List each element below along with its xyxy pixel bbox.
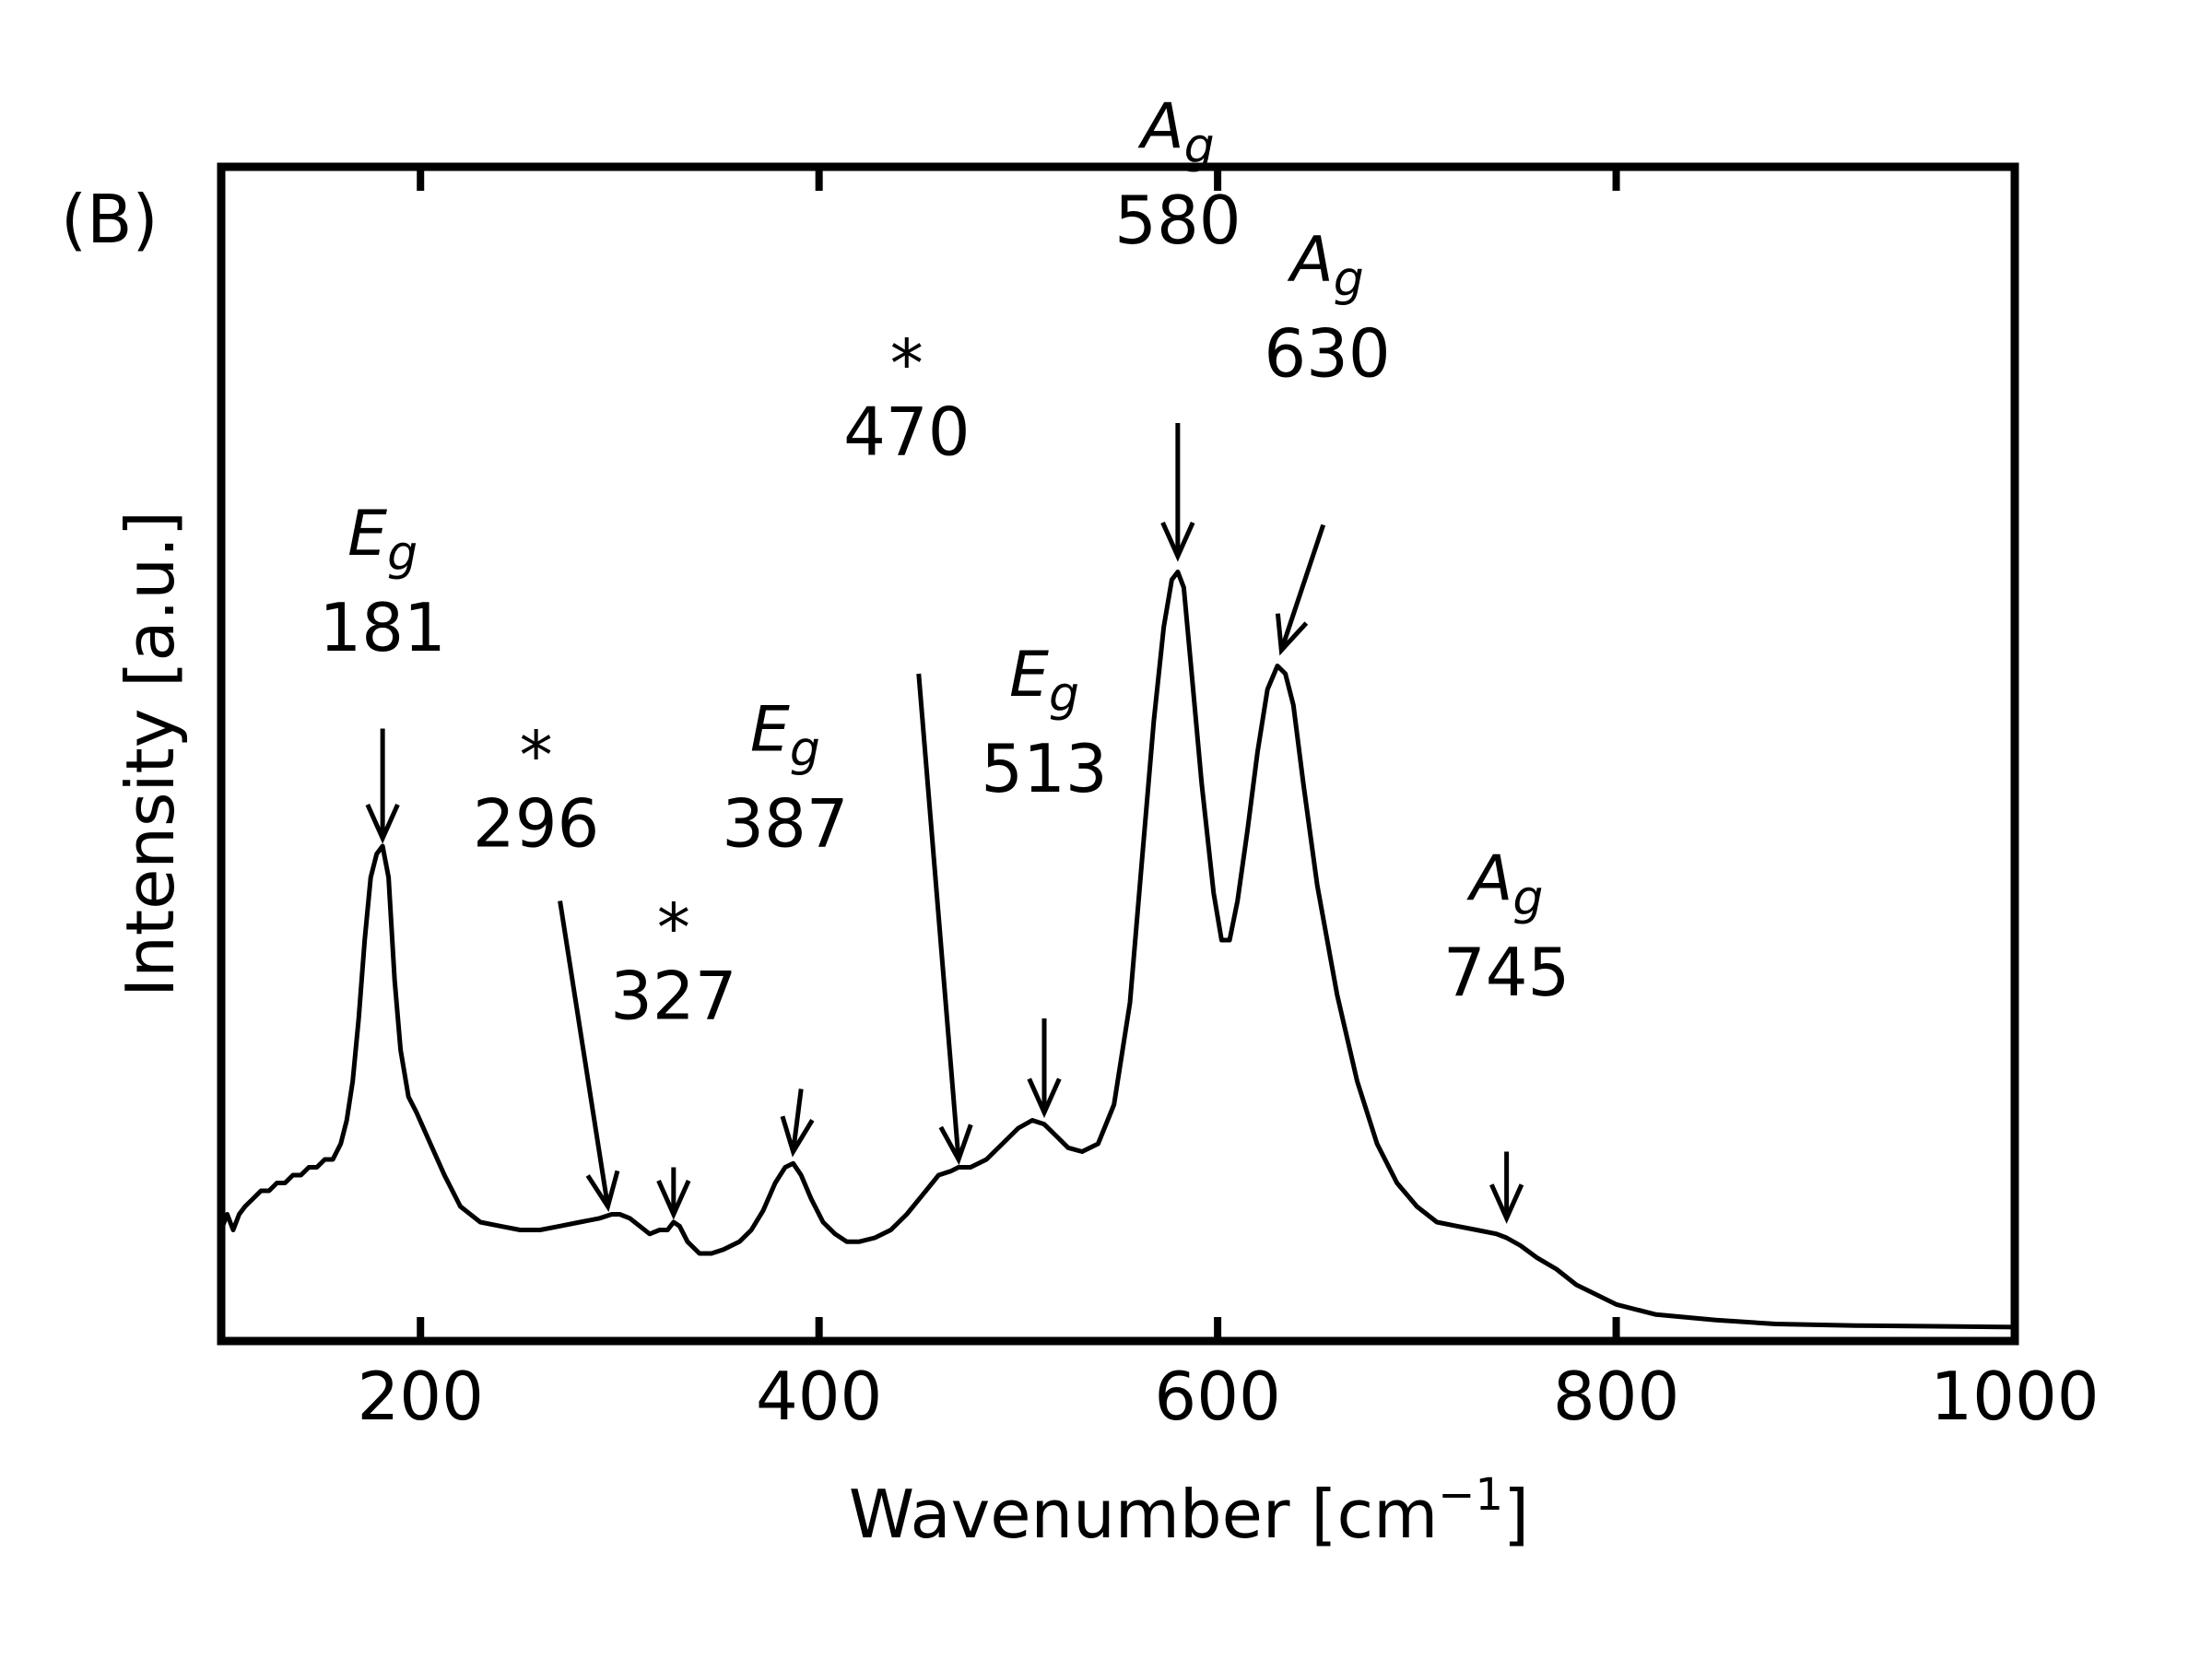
arrow-head (1275, 613, 1309, 656)
artifact-star: * (890, 325, 924, 403)
x-axis-title-superscript: −1 (1438, 1469, 1503, 1521)
x-axis-title-end: ] (1503, 1476, 1529, 1553)
arrow-shaft (1278, 524, 1326, 652)
arrow-head (365, 803, 400, 844)
peak-wavenumber: 327 (610, 958, 736, 1035)
mode-symbol: Ag (1137, 90, 1215, 174)
artifact-star: * (657, 889, 690, 967)
x-axis-title-main: Wavenumber [cm (849, 1476, 1438, 1553)
x-tick-label: 800 (1553, 1358, 1679, 1435)
mode-symbol: Eg (750, 694, 820, 778)
arrow-shaft (558, 900, 610, 1207)
peak-annotation-327: *327 (610, 889, 737, 1220)
peak-annotation-745: Ag 745 (1443, 842, 1570, 1224)
peak-annotation-580: Ag 580 (1114, 90, 1241, 562)
panel-label: (B) (61, 181, 159, 258)
arrow-head (1489, 1183, 1524, 1224)
spectrum-line-0 (218, 570, 2016, 1330)
plot-frame (217, 162, 2019, 1346)
peak-wavenumber: 181 (319, 589, 445, 666)
peak-wavenumber: 745 (1443, 934, 1570, 1011)
arrow-head (938, 1124, 973, 1166)
x-axis-title: Wavenumber [cm−1] (849, 1469, 1529, 1553)
arrow-shaft (791, 1088, 804, 1152)
peak-annotation-470: *470 (843, 325, 973, 1166)
arrow-head (585, 1170, 620, 1213)
peak-wavenumber: 580 (1114, 182, 1241, 259)
x-tick-label: 1000 (1930, 1358, 2099, 1435)
peak-wavenumber: 470 (843, 394, 970, 471)
peak-wavenumber: 630 (1264, 315, 1390, 393)
arrow-head (656, 1179, 691, 1220)
arrow-shaft (916, 673, 961, 1160)
peak-wavenumber: 513 (981, 730, 1107, 807)
peak-annotation-296: *296 (473, 717, 620, 1213)
x-tick-label: 200 (358, 1358, 484, 1435)
arrow-head (1160, 521, 1195, 562)
peak-wavenumber: 387 (722, 785, 848, 863)
mode-symbol: Ag (1287, 224, 1364, 308)
arrow-head (1027, 1077, 1062, 1119)
x-tick-label: 400 (756, 1358, 882, 1435)
artifact-star: * (520, 717, 553, 794)
mode-symbol: Eg (1009, 639, 1079, 723)
arrow-head (780, 1115, 815, 1158)
x-axis-ticks: 200 400 600 800 1000 (358, 167, 2100, 1435)
plot-area (218, 570, 2016, 1330)
peak-annotations: Eg181*296*327Eg387*470Eg513Ag580Ag630Ag7… (319, 90, 1570, 1224)
x-tick-label: 600 (1154, 1358, 1280, 1435)
mode-symbol: Eg (347, 498, 418, 582)
mode-symbol: Ag (1466, 842, 1544, 926)
y-axis-title: Intensity [a.u.] (112, 511, 189, 997)
peak-wavenumber: 296 (473, 785, 599, 863)
